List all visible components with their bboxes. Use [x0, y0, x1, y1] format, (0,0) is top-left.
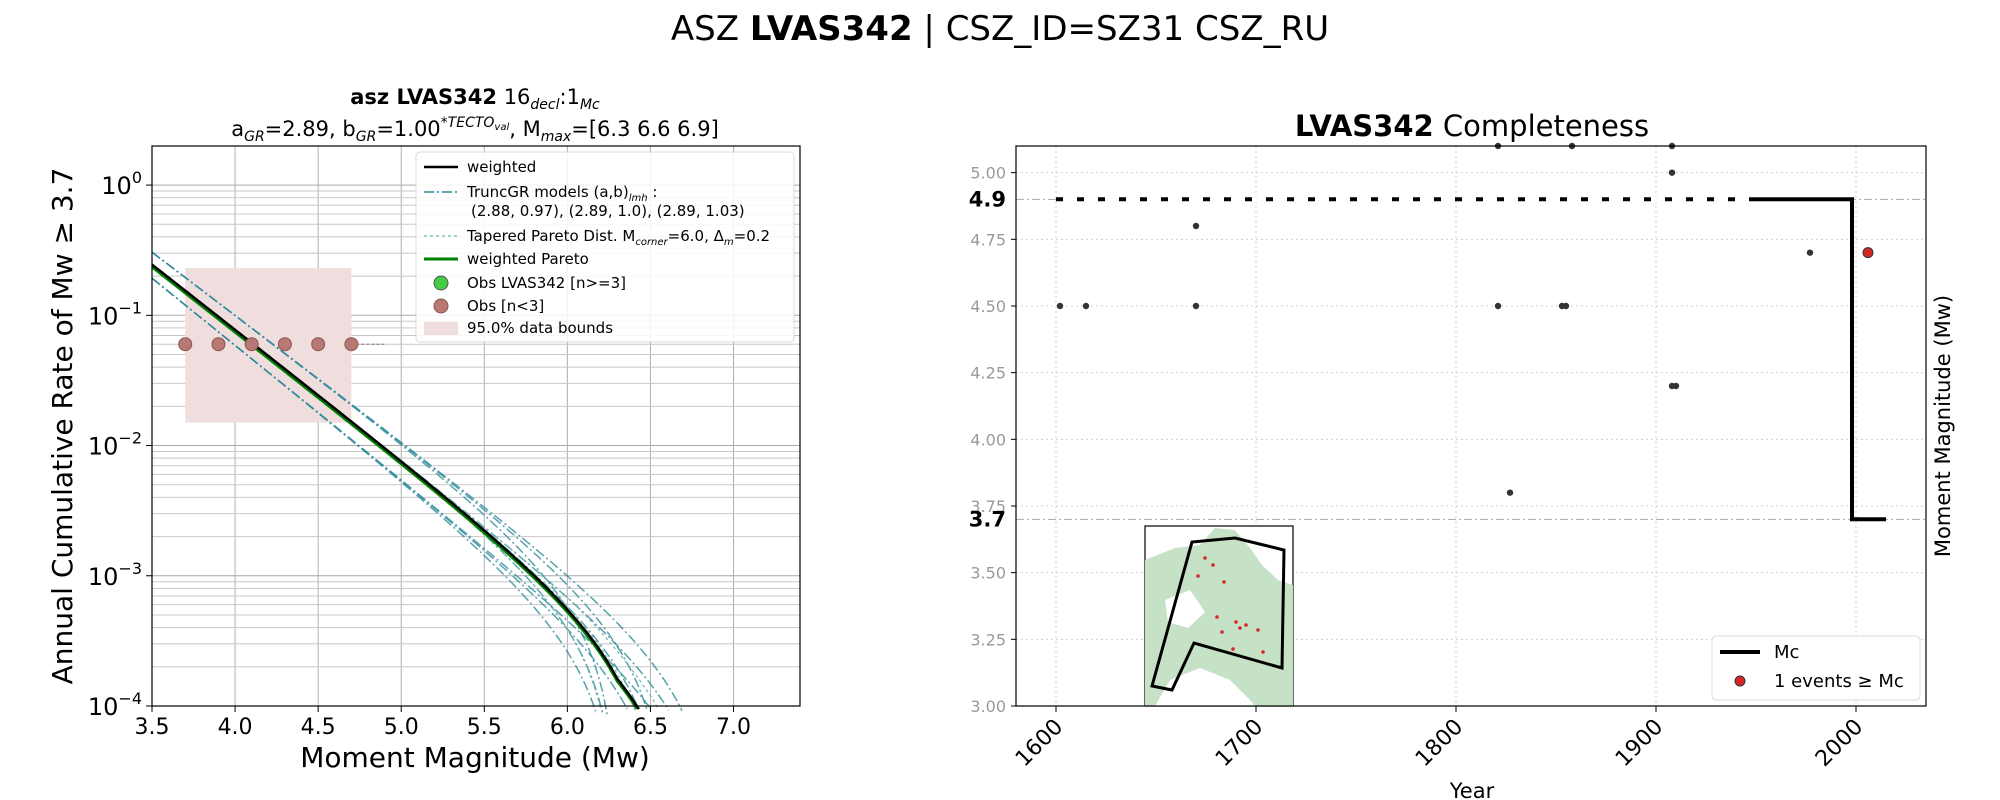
legend-truncgr-values: (2.88, 0.97), (2.89, 1.0), (2.89, 1.03) — [471, 202, 745, 220]
mc-value-label: 4.9 — [969, 187, 1006, 211]
left-y-ticks: 100 10−1 10−2 10−3 10−4 — [88, 168, 152, 721]
right-x-tick-label: 2000 — [1811, 715, 1868, 772]
right-y-axis-label: Moment Magnitude (Mw) — [1931, 295, 1955, 557]
mc-reference-lines — [1016, 198, 1926, 520]
tapered-pareto-curve — [151, 264, 602, 709]
left-y-tick-label: 10−3 — [88, 559, 142, 591]
observation-point — [344, 337, 359, 352]
legend-bounds-swatch — [424, 322, 458, 335]
observation-point — [244, 337, 259, 352]
left-legend-box — [415, 151, 795, 343]
right-y-tick-label: 3.00 — [970, 697, 1006, 716]
right-y-tick-label: 3.25 — [970, 630, 1006, 649]
legend-mc-label: Mc — [1774, 642, 1799, 663]
left-x-tick-label: 7.0 — [716, 715, 751, 740]
mc-event-point — [1862, 247, 1874, 259]
figure-suptitle: ASZ LVAS342 | CSZ_ID=SZ31 CSZ_RU — [671, 9, 1329, 49]
left-y-tick-label: 10−4 — [88, 689, 142, 721]
left-x-tick-label: 4.5 — [301, 715, 336, 740]
left-x-tick-label: 5.0 — [384, 715, 419, 740]
left-plot-frame — [151, 145, 801, 707]
right-y-tick-label: 4.75 — [970, 230, 1006, 249]
mc-line — [1056, 197, 1886, 522]
legend-mc-event-label: 1 events ≥ Mc — [1774, 671, 1904, 692]
right-plot-frame — [1015, 145, 1927, 707]
left-y-tick-label: 10−2 — [88, 429, 142, 461]
left-x-tick-label: 6.5 — [633, 715, 668, 740]
completeness-chart: LVAS342 Completeness 1600 1700 1800 1900 200… — [969, 109, 1955, 800]
right-y-tick-label: 3.50 — [970, 564, 1006, 583]
right-x-tick-label: 1800 — [1411, 715, 1468, 772]
left-curves — [151, 251, 683, 716]
data-bounds-box — [185, 268, 352, 423]
event-point — [1192, 302, 1200, 310]
observation-point — [277, 337, 292, 352]
left-y-axis-label: Annual Cumulative Rate of Mw ≥ 3.7 — [46, 168, 79, 685]
event-point — [1562, 302, 1570, 310]
right-x-axis-label: Year — [1449, 779, 1495, 800]
truncgr-model-curve — [151, 251, 683, 712]
left-chart-title-line2: aGR=2.89, bGR=1.00*TECTOval, Mmax=[6.3 6… — [231, 115, 719, 145]
legend-obs-small-marker — [433, 298, 449, 314]
mc-value-labels: 4.9 3.7 — [969, 187, 1006, 531]
left-y-tick-label: 100 — [101, 168, 142, 200]
right-y-tick-label: 3.75 — [970, 497, 1006, 516]
left-x-tick-label: 3.5 — [135, 715, 170, 740]
legend-obs-large-marker — [433, 275, 449, 291]
mc-value-label: 3.7 — [969, 507, 1006, 531]
right-y-tick-label: 4.50 — [970, 297, 1006, 316]
left-x-tick-label: 4.0 — [218, 715, 253, 740]
left-y-tick-label: 10−1 — [88, 298, 142, 330]
observations — [178, 337, 386, 352]
truncgr-model-curve — [151, 277, 652, 709]
event-point — [1672, 382, 1680, 390]
right-x-tick-label: 1700 — [1211, 715, 1268, 772]
inset-map-epicenters — [1196, 556, 1265, 654]
legend-weighted-pareto-label: weighted Pareto — [467, 250, 589, 268]
event-point — [1506, 489, 1514, 496]
tapered-pareto-curve — [151, 264, 660, 710]
right-x-tick-label: 1900 — [1611, 715, 1668, 772]
right-legend-box — [1711, 635, 1921, 701]
event-point — [1668, 169, 1676, 176]
legend-weighted-label: weighted — [467, 158, 536, 176]
inset-map-sea — [1155, 668, 1255, 706]
left-x-ticks: 3.5 4.0 4.5 5.0 5.5 6.0 6.5 7.0 — [135, 706, 751, 740]
right-legend: Mc 1 events ≥ Mc — [1711, 635, 1921, 701]
left-legend: weighted TruncGR models (a,b)lmh : (2.88… — [415, 151, 795, 343]
event-point — [1082, 302, 1090, 310]
right-chart-title: LVAS342 Completeness — [1295, 109, 1649, 143]
observation-point — [178, 337, 193, 352]
event-point — [1192, 222, 1200, 230]
inset-map-zone-polygon — [1150, 536, 1286, 692]
legend-bounds-label: 95.0% data bounds — [467, 319, 613, 337]
right-y-tick-label: 4.00 — [970, 430, 1006, 449]
left-x-tick-label: 6.0 — [550, 715, 585, 740]
legend-pareto-label: Tapered Pareto Dist. Mcorner=6.0, Δm=0.2 — [466, 227, 770, 248]
legend-mc-event-marker — [1734, 675, 1746, 687]
legend-truncgr-label: TruncGR models (a,b)lmh : — [466, 183, 657, 204]
event-point — [1056, 302, 1064, 310]
left-x-axis-label: Moment Magnitude (Mw) — [300, 741, 650, 774]
recurrence-chart: asz LVAS342 16decl:1Mc aGR=2.89, bGR=1.0… — [46, 85, 801, 774]
events — [1056, 142, 1874, 496]
event-point — [1494, 302, 1502, 310]
left-chart-title-line1: asz LVAS342 16decl:1Mc — [350, 85, 600, 113]
weighted-pareto-curve — [151, 265, 639, 710]
right-x-tick-label: 1600 — [1011, 715, 1068, 772]
weighted-curve — [151, 263, 640, 710]
right-y-tick-label: 5.00 — [970, 164, 1006, 183]
observation-point — [211, 337, 226, 352]
legend-obs-large-label: Obs LVAS342 [n>=3] — [467, 274, 626, 292]
inset-map — [1144, 525, 1294, 707]
observation-point — [311, 337, 326, 352]
right-y-ticks: 3.00 3.25 3.50 3.75 4.00 4.25 4.50 4.75 5.00 — [970, 164, 1016, 716]
event-point — [1806, 249, 1814, 256]
right-x-ticks: 1600 1700 1800 1900 2000 — [1011, 706, 1868, 772]
left-x-tick-label: 5.5 — [467, 715, 502, 740]
legend-obs-small-label: Obs [n<3] — [467, 297, 544, 315]
right-y-tick-label: 4.25 — [970, 364, 1006, 383]
